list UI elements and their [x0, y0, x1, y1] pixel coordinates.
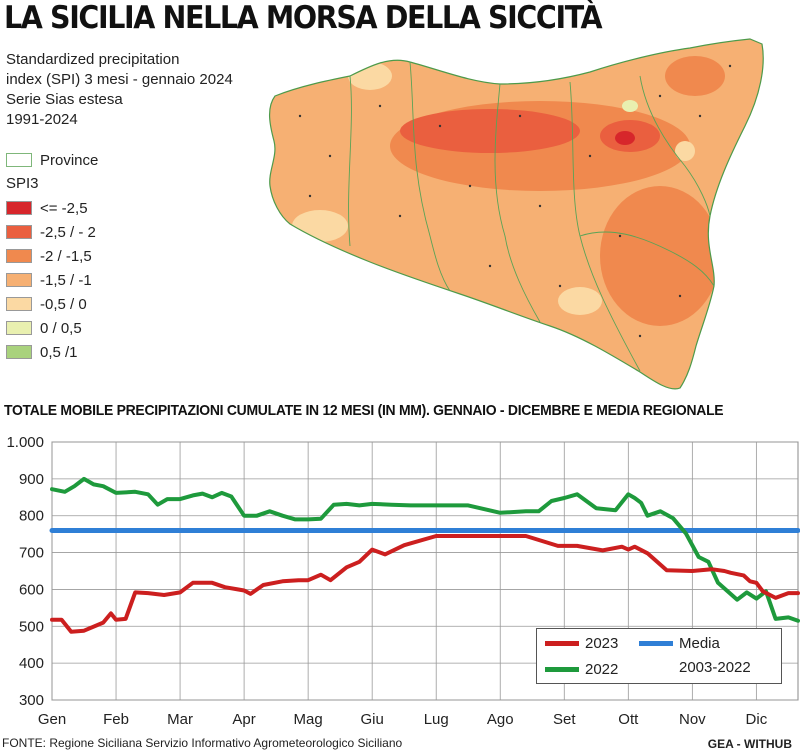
- spi-class-item: 0 / 0,5: [6, 316, 98, 340]
- headline: LA SICILIA NELLA MORSA DELLA SICCITÀ: [4, 0, 603, 36]
- y-tick-label: 500: [19, 618, 44, 635]
- y-tick-label: 700: [19, 545, 44, 562]
- x-tick-label: Apr: [232, 711, 255, 728]
- chart-grid: [51, 441, 799, 701]
- legend-line-2022: [545, 667, 579, 672]
- legend-label-media-line1: Media: [679, 635, 720, 652]
- y-axis-ticks: 1.000 900 800 700 600 500 400 300: [6, 434, 44, 709]
- x-tick-label: Ott: [618, 711, 639, 728]
- spi-class-item: -2,5 / - 2: [6, 220, 98, 244]
- scale-title: SPI3: [6, 175, 39, 192]
- y-tick-label: 800: [19, 508, 44, 525]
- x-tick-label: Giu: [360, 711, 383, 728]
- x-tick-label: Dic: [746, 711, 768, 728]
- spi-class-item: 0,5 /1: [6, 340, 98, 364]
- spi-class-swatch: [6, 225, 32, 239]
- sicily-spi-map: [269, 38, 764, 390]
- y-tick-label: 900: [19, 471, 44, 488]
- y-tick-label: 300: [19, 692, 44, 709]
- map-subtitle-line: index (SPI) 3 mesi - gennaio 2024: [6, 71, 233, 88]
- series-2023-line: [50, 534, 800, 634]
- spi-class-label: -0,5 / 0: [40, 295, 87, 313]
- x-tick-label: Ago: [487, 711, 514, 728]
- map-subtitle-line: Standardized precipitation: [6, 51, 180, 68]
- spi-class-item: -1,5 / -1: [6, 268, 98, 292]
- scale-classes: <= -2,5 -2,5 / - 2 -2 / -1,5 -1,5 / -1 -0,5 …: [6, 196, 98, 364]
- station-points: [298, 64, 732, 338]
- x-tick-label: Mag: [294, 711, 323, 728]
- chart-title: TOTALE MOBILE PRECIPITAZIONI CUMULATE IN…: [4, 402, 724, 419]
- spi-class-label: -1,5 / -1: [40, 271, 92, 289]
- legend-item-2023: 2023: [545, 635, 618, 652]
- province-swatch: [6, 153, 32, 167]
- spi-class-label: -2 / -1,5: [40, 247, 92, 265]
- x-tick-label: Mar: [167, 711, 193, 728]
- spi-class-label: 0,5 /1: [40, 343, 78, 361]
- legend-label-2023: 2023: [585, 635, 619, 652]
- legend-line-media: [639, 641, 673, 646]
- x-axis-ticks: Gen Feb Mar Apr Mag Giu Lug Ago Set Ott Nov Dic: [38, 711, 768, 728]
- spi-class-swatch: [6, 249, 32, 263]
- spi-class-item: <= -2,5: [6, 196, 98, 220]
- series-2022-line: [50, 476, 800, 623]
- legend-item-media-period: 2003-2022: [679, 659, 751, 676]
- credit: GEA - WITHUB: [707, 737, 792, 751]
- map-subtitle-line: Serie Sias estesa: [6, 91, 123, 108]
- chart-legend: 2023 2022 Media 2003-2022: [536, 628, 782, 684]
- map-subtitle-line: 1991-2024: [6, 111, 78, 128]
- coastline: [269, 38, 764, 390]
- spi-class-swatch: [6, 321, 32, 335]
- legend-label-2022: 2022: [585, 661, 619, 678]
- x-tick-label: Set: [553, 711, 576, 728]
- source-note: FONTE: Regione Siciliana Servizio Inform…: [2, 736, 403, 750]
- spi-class-label: -2,5 / - 2: [40, 223, 96, 241]
- y-tick-label: 1.000: [6, 434, 44, 451]
- legend-item-2022: 2022: [545, 661, 618, 678]
- y-tick-label: 600: [19, 581, 44, 598]
- spi-class-label: 0 / 0,5: [40, 319, 82, 337]
- map-subtitle: Standardized precipitation index (SPI) 3…: [6, 50, 233, 130]
- spi-class-label: <= -2,5: [40, 199, 88, 217]
- spi-fill: [269, 39, 764, 389]
- x-tick-label: Lug: [424, 711, 449, 728]
- spi-class-swatch: [6, 345, 32, 359]
- x-tick-label: Nov: [679, 711, 706, 728]
- x-tick-label: Gen: [38, 711, 66, 728]
- legend-item-media: Media: [639, 635, 720, 652]
- x-tick-label: Feb: [103, 711, 129, 728]
- province-label: Province: [40, 151, 99, 169]
- province-borders: [348, 61, 715, 372]
- y-tick-label: 400: [19, 655, 44, 672]
- spi-class-item: -0,5 / 0: [6, 292, 98, 316]
- spi-class-swatch: [6, 297, 32, 311]
- spi-class-item: -2 / -1,5: [6, 244, 98, 268]
- map-legend: Province SPI3 <= -2,5 -2,5 / - 2 -2 / -1,5…: [6, 148, 98, 364]
- chart-series: [49, 476, 800, 634]
- legend-label-media-line2: 2003-2022: [679, 659, 751, 676]
- precipitation-line-chart: 1.000 900 800 700 600 500 400 300 Gen Feb Mar Apr M…: [6, 434, 800, 728]
- spi-class-swatch: [6, 201, 32, 215]
- legend-line-2023: [545, 641, 579, 646]
- spi-class-swatch: [6, 273, 32, 287]
- province-legend-item: Province: [6, 148, 98, 172]
